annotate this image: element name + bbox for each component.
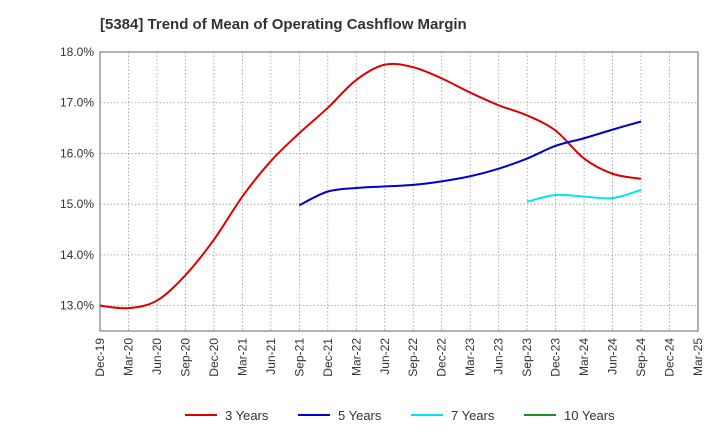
- x-tick-label: Mar-23: [463, 338, 477, 376]
- x-tick-label: Sep-24: [634, 338, 648, 377]
- y-axis-ticks: 13.0% 14.0% 15.0% 16.0% 17.0% 18.0%: [60, 45, 94, 313]
- x-tick-label: Dec-24: [663, 338, 677, 377]
- x-tick-label: Mar-22: [349, 338, 363, 376]
- x-tick-label: Mar-24: [577, 338, 591, 376]
- x-axis-ticks: Dec-19 Mar-20 Jun-20 Sep-20 Dec-20 Mar-21 Jun-…: [93, 338, 705, 377]
- y-tick-label: 17.0%: [60, 96, 94, 110]
- series-line-5-years: [298, 120, 642, 207]
- y-tick-label: 13.0%: [60, 299, 94, 313]
- x-tick-label: Sep-21: [292, 338, 306, 377]
- x-tick-label: Dec-19: [93, 338, 107, 377]
- y-tick-label: 14.0%: [60, 248, 94, 262]
- grid-lines: [100, 51, 698, 331]
- x-tick-label: Mar-20: [121, 338, 135, 376]
- series-lines: [99, 62, 642, 310]
- series-line-3-years: [99, 62, 642, 310]
- x-tick-label: Jun-21: [264, 338, 278, 375]
- x-tick-label: Dec-23: [549, 338, 563, 377]
- legend-label-5-years: 5 Years: [338, 408, 382, 423]
- legend-label-10-years: 10 Years: [564, 408, 615, 423]
- x-tick-label: Jun-23: [492, 338, 506, 375]
- x-tick-label: Mar-21: [235, 338, 249, 376]
- chart-title: [5384] Trend of Mean of Operating Cashfl…: [100, 16, 467, 33]
- y-tick-label: 18.0%: [60, 45, 94, 59]
- x-tick-label: Dec-21: [321, 338, 335, 377]
- y-tick-label: 15.0%: [60, 197, 94, 211]
- x-tick-label: Dec-22: [435, 338, 449, 377]
- legend: 3 Years 5 Years 7 Years 10 Years: [185, 408, 615, 423]
- x-tick-label: Dec-20: [207, 338, 221, 377]
- x-tick-label: Sep-20: [178, 338, 192, 377]
- legend-label-7-years: 7 Years: [451, 408, 495, 423]
- x-tick-label: Jun-22: [378, 338, 392, 375]
- legend-label-3-years: 3 Years: [225, 408, 269, 423]
- plot-border: [99, 51, 699, 332]
- y-tick-label: 16.0%: [60, 146, 94, 160]
- x-tick-label: Sep-22: [406, 338, 420, 377]
- x-tick-label: Jun-20: [150, 338, 164, 375]
- series-line-7-years: [526, 189, 642, 203]
- x-tick-label: Mar-25: [691, 338, 705, 376]
- x-tick-label: Sep-23: [520, 338, 534, 377]
- x-tick-label: Jun-24: [606, 338, 620, 375]
